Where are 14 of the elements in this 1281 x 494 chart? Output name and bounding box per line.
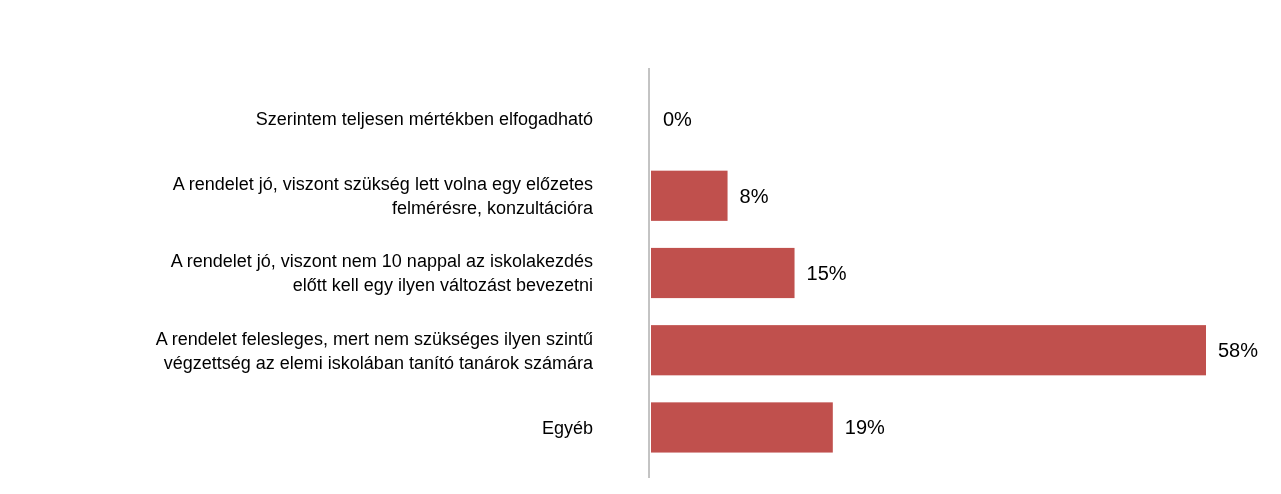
bar bbox=[651, 402, 833, 453]
data-label: 58% bbox=[1218, 339, 1259, 362]
bar bbox=[651, 325, 1206, 376]
bar bbox=[651, 247, 795, 299]
y-tick-label: Szerintem teljesen mértékben elfogadható bbox=[255, 108, 593, 129]
y-tick-label: A rendelet jó, viszont szükség lett volna egy előzetes felmérésre, konzultációra bbox=[172, 174, 594, 219]
data-label: 19% bbox=[844, 416, 886, 439]
y-tick-label: A rendelet jó, viszont nem 10 nappal az iskolakezdés előtt kell egy ilyen változást bevezetni bbox=[170, 251, 593, 296]
y-tick-label: Egyéb bbox=[541, 417, 593, 438]
data-label: 8% bbox=[739, 184, 769, 207]
data-label: 0% bbox=[663, 107, 693, 130]
bar bbox=[651, 170, 728, 221]
y-tick-label: A rendelet felesleges, mert nem szükséges ilyen szintű végzettség az elemi iskolában tanító tanárok számára bbox=[155, 328, 594, 373]
data-label: 15% bbox=[806, 262, 847, 284]
